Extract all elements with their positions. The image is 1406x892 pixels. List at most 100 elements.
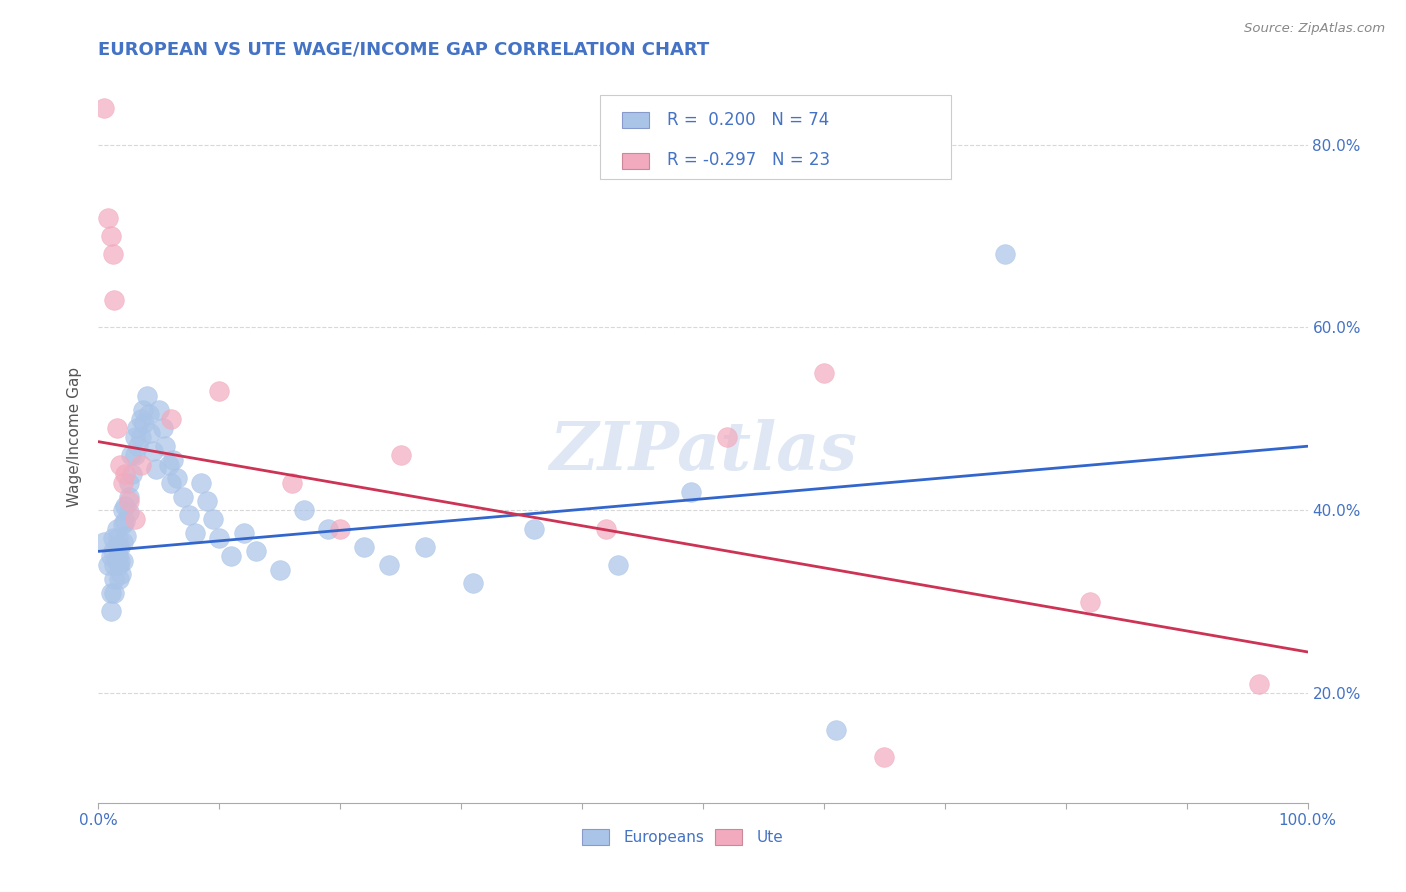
Ute <box>93 101 115 115</box>
Europeans <box>118 505 141 519</box>
Europeans <box>101 531 124 545</box>
Europeans <box>202 512 225 526</box>
Y-axis label: Wage/Income Gap: Wage/Income Gap <box>67 367 83 508</box>
Europeans <box>134 417 156 431</box>
Europeans <box>292 503 315 517</box>
Europeans <box>825 723 848 737</box>
Europeans <box>105 521 128 535</box>
Ute <box>208 384 231 399</box>
Europeans <box>107 549 129 563</box>
Europeans <box>108 572 131 586</box>
Europeans <box>114 514 136 528</box>
FancyBboxPatch shape <box>716 830 742 846</box>
Europeans <box>129 430 152 444</box>
Europeans <box>127 421 149 435</box>
Europeans <box>353 540 375 554</box>
Ute <box>1078 594 1101 608</box>
Europeans <box>127 439 149 453</box>
Europeans <box>100 549 122 563</box>
Europeans <box>97 558 120 573</box>
Europeans <box>132 402 155 417</box>
Europeans <box>100 604 122 618</box>
Text: Source: ZipAtlas.com: Source: ZipAtlas.com <box>1244 22 1385 36</box>
Ute <box>281 475 304 490</box>
Europeans <box>195 494 218 508</box>
Text: R = -0.297   N = 23: R = -0.297 N = 23 <box>666 151 830 169</box>
Ute <box>389 448 412 462</box>
Europeans <box>114 499 136 513</box>
Europeans <box>108 553 131 567</box>
Europeans <box>105 540 128 554</box>
Europeans <box>142 443 165 458</box>
Europeans <box>139 425 162 440</box>
Ute <box>160 412 183 426</box>
Ute <box>124 512 146 526</box>
Europeans <box>118 475 141 490</box>
Europeans <box>111 503 134 517</box>
Europeans <box>129 412 152 426</box>
Ute <box>329 521 352 535</box>
Europeans <box>101 544 124 558</box>
Europeans <box>190 475 212 490</box>
Europeans <box>118 490 141 504</box>
Europeans <box>162 453 184 467</box>
Europeans <box>107 531 129 545</box>
Europeans <box>110 567 132 582</box>
FancyBboxPatch shape <box>600 95 950 179</box>
Text: Ute: Ute <box>756 830 783 845</box>
Europeans <box>111 535 134 549</box>
Europeans <box>121 467 143 481</box>
Europeans <box>120 448 142 462</box>
Ute <box>114 467 136 481</box>
Europeans <box>160 475 183 490</box>
Ute <box>118 494 141 508</box>
Europeans <box>221 549 243 563</box>
Europeans <box>103 585 125 599</box>
FancyBboxPatch shape <box>621 112 648 128</box>
Europeans <box>208 531 231 545</box>
Ute <box>111 475 134 490</box>
Europeans <box>607 558 630 573</box>
Europeans <box>463 576 485 591</box>
Ute <box>105 421 128 435</box>
Ute <box>101 247 124 261</box>
Europeans <box>377 558 399 573</box>
Europeans <box>153 439 176 453</box>
Europeans <box>108 558 131 573</box>
Europeans <box>166 471 188 485</box>
Europeans <box>103 558 125 573</box>
Europeans <box>93 535 115 549</box>
Europeans <box>145 462 167 476</box>
Ute <box>103 293 125 307</box>
Europeans <box>124 430 146 444</box>
Ute <box>100 229 122 244</box>
Ute <box>813 366 835 380</box>
Europeans <box>269 563 291 577</box>
Ute <box>97 211 120 225</box>
Europeans <box>679 485 702 500</box>
Europeans <box>172 490 194 504</box>
Europeans <box>103 572 125 586</box>
Europeans <box>523 521 546 535</box>
Europeans <box>157 458 180 472</box>
Ute <box>595 521 617 535</box>
Europeans <box>138 407 160 421</box>
Europeans <box>111 516 134 531</box>
FancyBboxPatch shape <box>582 830 609 846</box>
Europeans <box>148 402 170 417</box>
Europeans <box>152 421 174 435</box>
Ute <box>1249 677 1271 691</box>
Ute <box>716 430 738 444</box>
Europeans <box>179 508 201 522</box>
Europeans <box>115 529 138 543</box>
Europeans <box>100 585 122 599</box>
FancyBboxPatch shape <box>621 153 648 169</box>
Europeans <box>105 553 128 567</box>
Europeans <box>245 544 267 558</box>
Europeans <box>184 526 207 541</box>
Europeans <box>108 540 131 554</box>
Europeans <box>135 389 157 403</box>
Ute <box>129 458 152 472</box>
Europeans <box>111 553 134 567</box>
Europeans <box>316 521 339 535</box>
